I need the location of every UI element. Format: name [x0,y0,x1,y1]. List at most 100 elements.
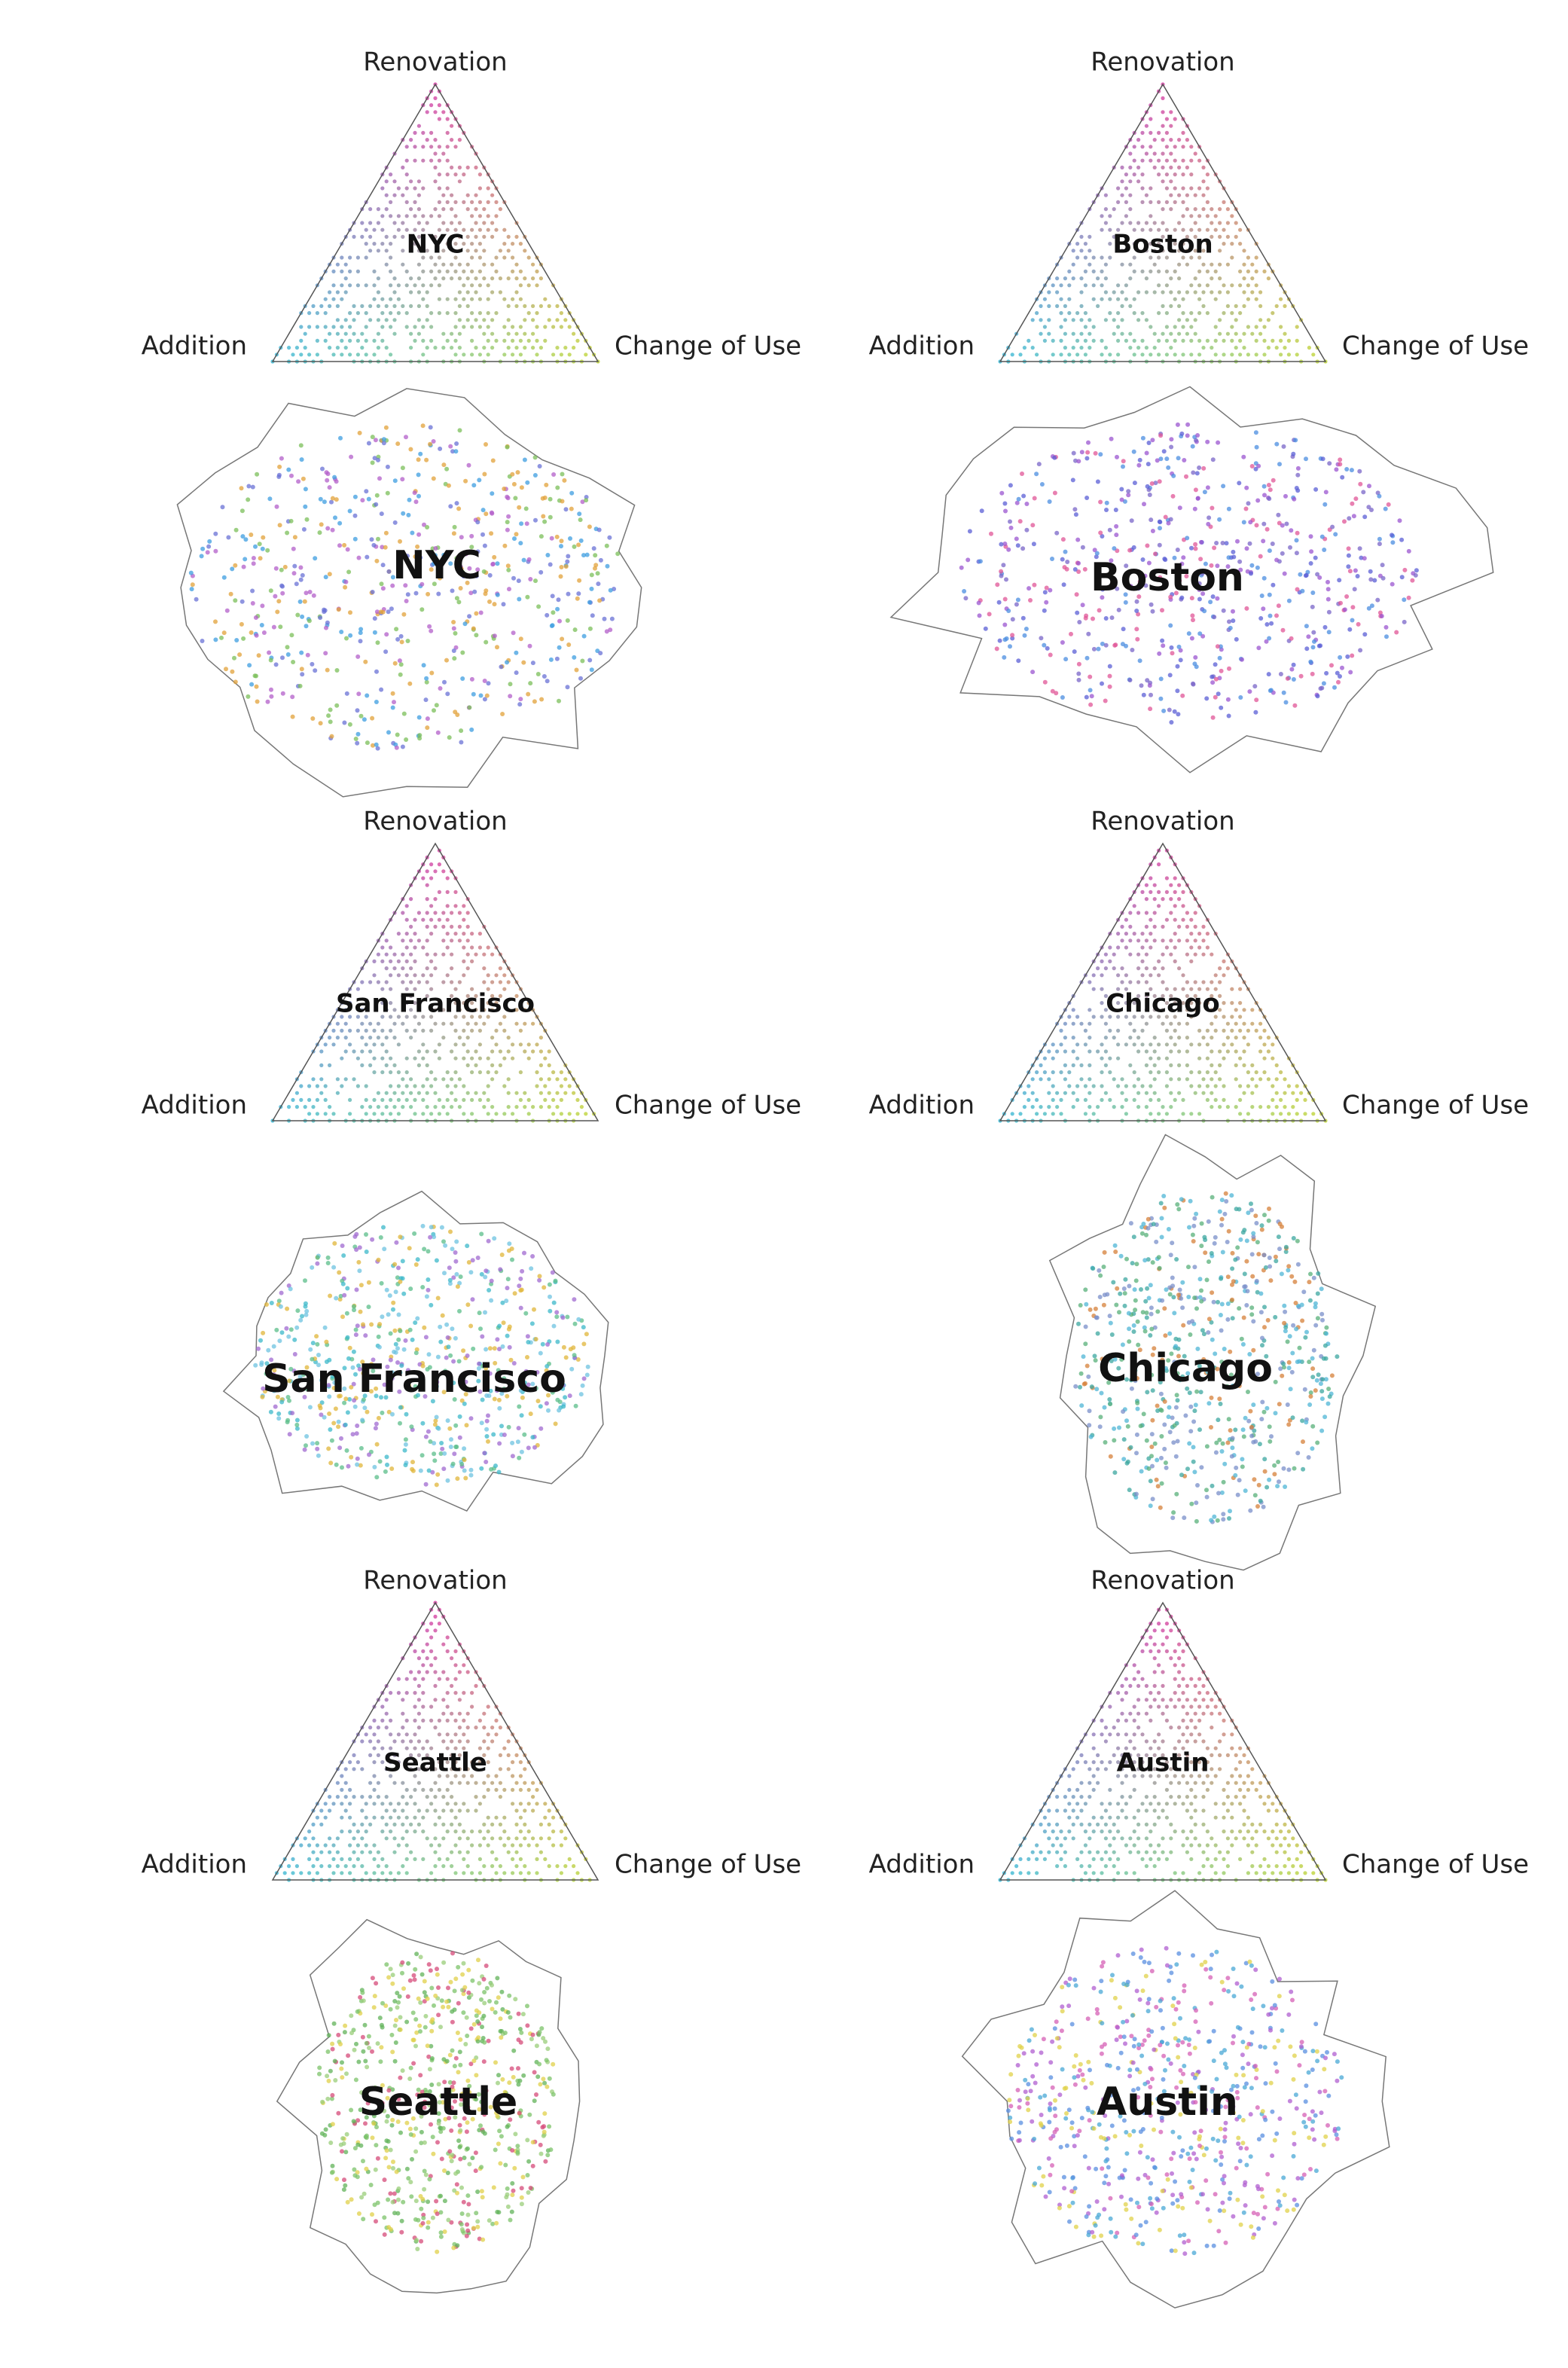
permit-dot [1135,636,1140,642]
ternary-dot [1295,325,1299,329]
ternary-dot [1246,255,1250,260]
ternary-dot [1140,959,1145,963]
permit-dot [1111,1280,1116,1285]
permit-dot [422,1247,427,1252]
ternary-dot [1047,1077,1051,1082]
permit-dot [1301,1289,1307,1295]
permit-dot [553,1278,558,1283]
ternary-dot [1230,352,1234,357]
permit-dot [525,480,530,485]
permit-dot [1234,1465,1239,1470]
permit-dot [423,1394,428,1399]
permit-dot [1144,1315,1149,1320]
ternary-dot [453,338,458,343]
ternary-dot [518,297,523,301]
permit-dot [1247,541,1252,546]
permit-dot [1276,603,1281,609]
ternary-dot [1230,325,1234,329]
ternary-dot [1169,1091,1173,1095]
ternary-dot [1059,311,1063,316]
permit-dot [532,1445,537,1450]
ternary-dot [1157,311,1161,316]
permit-dot [396,1312,401,1317]
ternary-dot [1132,311,1136,316]
ternary-dot [1136,966,1141,971]
permit-dot [1220,541,1225,545]
ternary-dot [1177,304,1182,308]
permit-dot [287,1378,292,1384]
ternary-dot [1161,110,1165,114]
ternary-dot [1088,249,1092,253]
permit-dot [407,497,412,502]
ternary-dot [1222,338,1226,343]
permit-dot [298,443,304,448]
ternary-dot [372,973,377,978]
ternary-dot [1112,1036,1116,1040]
ternary-dot [1161,1008,1165,1012]
permit-dot [1294,551,1299,556]
permit-dot [337,1445,343,1451]
permit-dot [374,742,379,747]
ternary-dot [1185,1008,1189,1012]
permit-dot [1225,1384,1230,1389]
ternary-dot [1286,352,1291,357]
ternary-dot [396,1097,401,1102]
ternary-dot [1222,1001,1226,1005]
ternary-dot [1173,945,1177,950]
ternary-dot [1185,1036,1189,1040]
ternary-dot [416,1091,422,1095]
permit-dot [373,1426,378,1431]
permit-dot [1227,1516,1231,1521]
permit-dot [374,1386,379,1391]
permit-dot [1313,487,1319,492]
permit-dot [1197,465,1202,470]
ternary-dot [1169,1063,1173,1067]
permit-dot [416,457,421,462]
permit-dot [480,1397,485,1402]
permit-dot [537,1277,542,1283]
permit-dot [453,630,458,636]
ternary-dot [1120,331,1124,336]
ternary-dot [1173,1097,1177,1102]
permit-dot [1096,646,1101,652]
ternary-dot [416,1063,422,1067]
permit-dot [1170,1240,1175,1246]
permit-dot [548,657,554,662]
ternary-dot [511,1042,515,1047]
permit-dot [1244,606,1249,611]
ternary-dot [1096,276,1100,281]
permit-dot [397,1389,402,1394]
ternary-dot [1059,1042,1063,1047]
permit-dot [535,1370,540,1375]
ternary-dot [555,346,560,350]
permit-dot [413,1320,418,1326]
permit-dot [1280,627,1286,633]
permit-dot [1295,465,1301,471]
ternary-dot [457,911,462,915]
permit-dot [1075,610,1080,615]
ternary-dot [477,1056,483,1060]
permit-dot [1112,546,1117,551]
ternary-dot [348,1857,352,1861]
ternary-dot [1169,304,1173,308]
ternary-dot [1185,165,1189,169]
ternary-dot [486,945,490,950]
permit-dot [1158,1505,1163,1510]
permit-dot [417,736,423,741]
permit-dot [587,658,593,663]
permit-dot [1024,502,1030,506]
permit-dot [1136,586,1141,591]
permit-dot [369,1322,374,1327]
permit-dot [1107,1314,1112,1319]
ternary-dot [555,318,560,322]
permit-dot [1327,461,1332,466]
permit-dot [1161,643,1166,648]
permit-dot [506,1326,511,1332]
permit-dot [322,607,327,612]
permit-dot [1197,597,1202,602]
permit-dot [478,610,484,615]
ternary-dot [1128,151,1133,156]
ternary-dot [453,242,458,246]
permit-dot [325,667,330,673]
ternary-dot [1164,269,1169,273]
